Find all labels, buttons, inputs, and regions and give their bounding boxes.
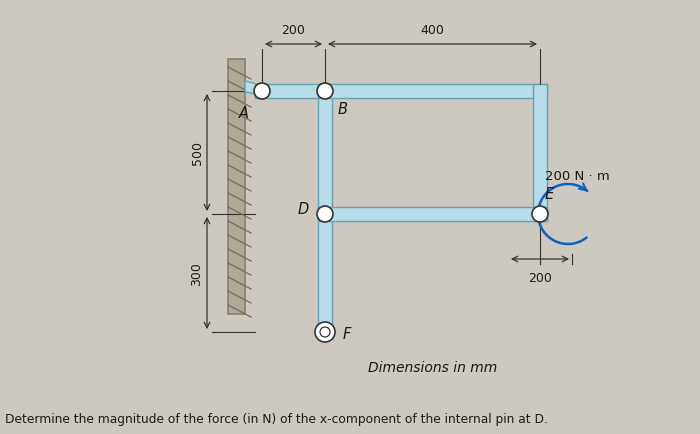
Circle shape xyxy=(254,84,270,100)
Text: 500: 500 xyxy=(190,141,204,165)
Text: B: B xyxy=(338,102,348,117)
Polygon shape xyxy=(318,85,547,99)
Circle shape xyxy=(532,207,548,223)
Circle shape xyxy=(317,84,333,100)
Text: A: A xyxy=(239,106,249,121)
Circle shape xyxy=(315,322,335,342)
Polygon shape xyxy=(255,85,332,99)
Text: Determine the magnitude of the force (in N) of the x-component of the internal p: Determine the magnitude of the force (in… xyxy=(5,413,548,425)
Text: F: F xyxy=(343,327,351,342)
Circle shape xyxy=(317,207,333,223)
Text: E: E xyxy=(545,187,554,202)
Text: 400: 400 xyxy=(421,24,444,37)
Circle shape xyxy=(320,327,330,337)
Text: Dimensions in mm: Dimensions in mm xyxy=(368,360,497,374)
Text: 200: 200 xyxy=(281,24,305,37)
Polygon shape xyxy=(245,82,257,95)
Polygon shape xyxy=(318,85,332,339)
Text: 300: 300 xyxy=(190,261,204,285)
Polygon shape xyxy=(318,207,547,221)
Polygon shape xyxy=(533,85,547,221)
Text: 200 N · m: 200 N · m xyxy=(545,170,610,183)
Polygon shape xyxy=(228,60,245,314)
Text: D: D xyxy=(298,202,309,217)
Text: 200: 200 xyxy=(528,271,552,284)
